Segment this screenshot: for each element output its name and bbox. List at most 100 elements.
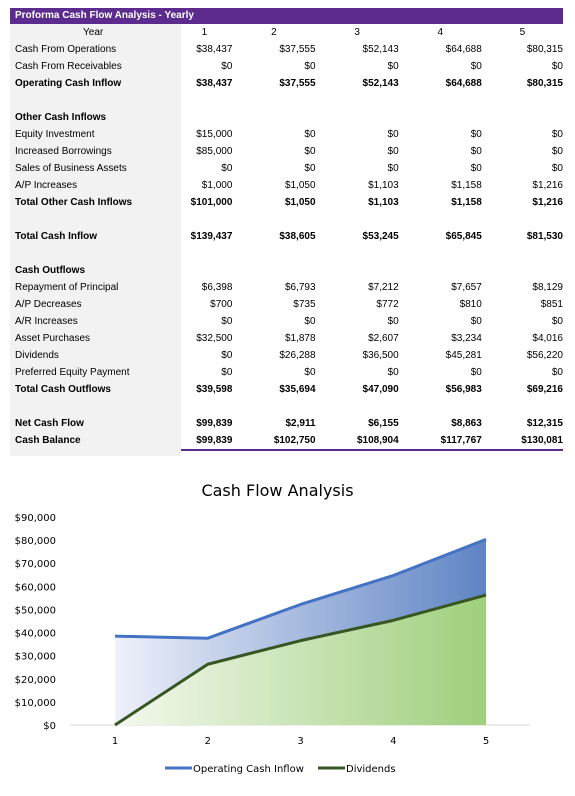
value-cell[interactable] xyxy=(399,262,482,279)
value-cell[interactable]: $56,220 xyxy=(526,350,563,361)
value-cell[interactable]: $1,103 xyxy=(368,180,399,191)
row-label[interactable]: Operating Cash Inflow xyxy=(15,78,122,89)
value-cell[interactable]: $0 xyxy=(221,316,233,327)
value-cell[interactable]: $37,555 xyxy=(279,78,316,89)
value-cell[interactable]: $1,216 xyxy=(532,180,563,191)
value-cell[interactable]: $0 xyxy=(304,146,316,157)
value-cell[interactable]: $6,793 xyxy=(284,282,316,293)
value-cell[interactable]: $26,288 xyxy=(279,350,316,361)
row-label[interactable]: Equity Investment xyxy=(15,129,95,140)
value-cell[interactable] xyxy=(316,109,399,126)
value-cell[interactable]: $52,143 xyxy=(362,78,399,89)
value-cell[interactable]: $0 xyxy=(221,350,233,361)
value-cell[interactable]: $1,158 xyxy=(451,180,482,191)
value-cell[interactable]: $6,155 xyxy=(368,418,399,429)
value-cell[interactable]: $2,911 xyxy=(285,418,316,429)
value-cell[interactable]: $1,216 xyxy=(532,197,563,208)
value-cell[interactable]: $3,234 xyxy=(451,333,482,344)
value-cell[interactable]: $0 xyxy=(304,163,316,174)
row-label[interactable]: Repayment of Principal xyxy=(15,282,119,293)
value-cell[interactable]: $38,437 xyxy=(196,44,233,55)
value-cell[interactable]: $64,688 xyxy=(445,78,482,89)
value-cell[interactable]: $2,607 xyxy=(368,333,399,344)
row-label[interactable]: Increased Borrowings xyxy=(15,146,112,157)
value-cell[interactable]: $810 xyxy=(459,299,482,310)
row-label[interactable]: Total Other Cash Inflows xyxy=(15,197,133,208)
value-cell[interactable]: $0 xyxy=(304,61,316,72)
value-cell[interactable] xyxy=(316,262,399,279)
row-label[interactable]: A/P Increases xyxy=(15,180,78,191)
row-label[interactable]: Sales of Business Assets xyxy=(15,163,127,174)
value-cell[interactable]: $81,530 xyxy=(526,231,563,242)
value-cell[interactable] xyxy=(482,262,563,279)
value-cell[interactable]: $0 xyxy=(470,367,482,378)
value-cell[interactable]: $0 xyxy=(387,61,399,72)
value-cell[interactable]: $0 xyxy=(387,129,399,140)
value-cell[interactable]: $0 xyxy=(551,61,563,72)
value-cell[interactable]: $6,398 xyxy=(201,282,233,293)
value-cell[interactable]: $65,845 xyxy=(445,231,482,242)
row-label[interactable]: Asset Purchases xyxy=(15,333,91,344)
value-cell[interactable]: $0 xyxy=(470,61,482,72)
row-label[interactable]: Cash From Receivables xyxy=(15,61,122,72)
year-header-cell[interactable]: 1 xyxy=(201,27,208,38)
value-cell[interactable]: $1,158 xyxy=(451,197,482,208)
value-cell[interactable]: $0 xyxy=(304,367,316,378)
row-label[interactable]: Other Cash Inflows xyxy=(15,112,107,123)
value-cell[interactable]: $0 xyxy=(387,146,399,157)
row-label[interactable]: Total Cash Outflows xyxy=(15,384,111,395)
value-cell[interactable]: $8,863 xyxy=(451,418,482,429)
row-label[interactable]: Dividends xyxy=(15,350,59,361)
value-cell[interactable]: $15,000 xyxy=(196,129,233,140)
value-cell[interactable]: $0 xyxy=(551,163,563,174)
value-cell[interactable]: $69,216 xyxy=(526,384,563,395)
value-cell[interactable]: $39,598 xyxy=(196,384,233,395)
value-cell[interactable]: $0 xyxy=(470,129,482,140)
value-cell[interactable] xyxy=(232,262,315,279)
row-label[interactable]: Net Cash Flow xyxy=(15,418,84,429)
value-cell[interactable]: $1,103 xyxy=(368,197,399,208)
value-cell[interactable]: $0 xyxy=(221,61,233,72)
value-cell[interactable]: $45,281 xyxy=(445,350,482,361)
value-cell[interactable]: $0 xyxy=(387,163,399,174)
value-cell[interactable]: $1,050 xyxy=(284,197,316,208)
value-cell[interactable]: $99,839 xyxy=(196,435,233,446)
value-cell[interactable]: $101,000 xyxy=(190,197,233,208)
value-cell[interactable]: $0 xyxy=(304,316,316,327)
value-cell[interactable]: $8,129 xyxy=(532,282,563,293)
value-cell[interactable]: $64,688 xyxy=(445,44,482,55)
value-cell[interactable]: $0 xyxy=(221,367,233,378)
value-cell[interactable]: $7,657 xyxy=(451,282,482,293)
value-cell[interactable]: $56,983 xyxy=(445,384,482,395)
year-header-cell[interactable]: 2 xyxy=(271,27,277,38)
row-label[interactable]: Cash Outflows xyxy=(15,265,86,276)
row-label[interactable]: A/R Increases xyxy=(15,316,78,327)
value-cell[interactable]: $47,090 xyxy=(362,384,399,395)
value-cell[interactable] xyxy=(399,109,482,126)
value-cell[interactable]: $772 xyxy=(376,299,399,310)
value-cell[interactable]: $0 xyxy=(470,316,482,327)
value-cell[interactable]: $0 xyxy=(551,129,563,140)
value-cell[interactable]: $7,212 xyxy=(368,282,399,293)
value-cell[interactable]: $38,437 xyxy=(196,78,233,89)
value-cell[interactable]: $0 xyxy=(221,163,233,174)
row-label[interactable]: Total Cash Inflow xyxy=(15,231,98,242)
value-cell[interactable]: $80,315 xyxy=(526,44,563,55)
value-cell[interactable] xyxy=(176,262,232,279)
year-header-cell[interactable]: 4 xyxy=(437,27,444,38)
value-cell[interactable]: $37,555 xyxy=(279,44,316,55)
value-cell[interactable]: $0 xyxy=(387,316,399,327)
value-cell[interactable]: $36,500 xyxy=(362,350,399,361)
row-label[interactable]: Cash From Operations xyxy=(15,44,117,55)
year-header-cell[interactable]: 3 xyxy=(354,27,360,38)
value-cell[interactable]: $117,767 xyxy=(440,435,482,446)
value-cell[interactable]: $38,605 xyxy=(279,231,316,242)
value-cell[interactable]: $0 xyxy=(551,146,563,157)
value-cell[interactable]: $139,437 xyxy=(190,231,233,242)
value-cell[interactable]: $108,904 xyxy=(356,435,399,446)
value-cell[interactable] xyxy=(232,109,315,126)
row-label[interactable]: Cash Balance xyxy=(15,435,81,446)
value-cell[interactable]: $32,500 xyxy=(196,333,233,344)
row-label[interactable]: Preferred Equity Payment xyxy=(15,367,130,378)
value-cell[interactable]: $0 xyxy=(304,129,316,140)
